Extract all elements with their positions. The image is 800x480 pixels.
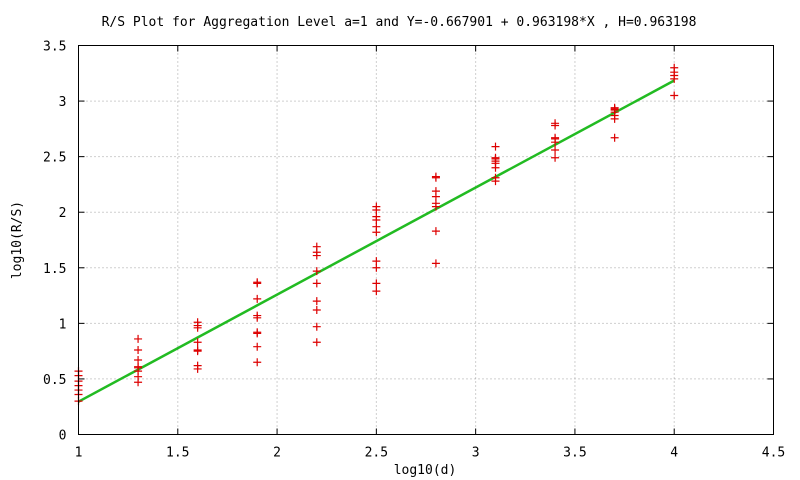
chart-title: R/S Plot for Aggregation Level a=1 and Y… — [102, 15, 697, 30]
data-point-marker — [372, 287, 381, 296]
data-point-marker — [491, 142, 500, 151]
y-tick-label: 2 — [59, 206, 67, 221]
data-point-marker — [372, 263, 381, 272]
data-point-marker — [253, 294, 262, 303]
axis-ticks — [78, 45, 774, 435]
data-point-marker — [134, 362, 143, 371]
data-points — [74, 63, 679, 406]
tick-labels: 1 1.5 2 2.5 3 3.5 4 4.5 0 0.5 1 1.5 2 2.5 3 3.5 — [43, 40, 785, 461]
data-point-marker — [134, 346, 143, 355]
data-point-marker — [670, 91, 679, 100]
data-point-marker — [312, 297, 321, 306]
plot-frame — [78, 45, 774, 435]
data-point-marker — [312, 338, 321, 347]
grid-lines — [78, 45, 774, 435]
data-point-marker — [193, 361, 202, 370]
data-point-marker — [193, 346, 202, 355]
data-point-marker — [551, 133, 560, 142]
data-point-marker — [253, 328, 262, 337]
data-point-marker — [551, 119, 560, 128]
y-tick-label: 1.5 — [43, 262, 66, 277]
data-point-marker — [431, 187, 440, 196]
y-tick-label: 2.5 — [43, 151, 66, 166]
y-tick-label: 0 — [59, 429, 67, 444]
data-point-marker — [253, 278, 262, 287]
data-point-marker — [551, 153, 560, 162]
data-point-marker — [253, 342, 262, 351]
data-point-marker — [312, 242, 321, 251]
x-tick-label: 4 — [670, 446, 678, 461]
regression-fit-line — [77, 79, 675, 403]
data-point-marker — [312, 322, 321, 331]
data-point-marker — [134, 334, 143, 343]
x-tick-label: 2 — [273, 446, 281, 461]
data-point-marker — [253, 311, 262, 320]
x-tick-label: 3.5 — [563, 446, 586, 461]
data-point-marker — [670, 63, 679, 72]
y-tick-label: 3.5 — [43, 40, 66, 55]
data-point-marker — [253, 358, 262, 367]
data-point-marker — [431, 172, 440, 181]
data-point-marker — [551, 145, 560, 154]
data-point-marker — [431, 199, 440, 208]
data-point-marker — [193, 338, 202, 347]
data-point-marker — [431, 259, 440, 268]
data-point-marker — [372, 212, 381, 221]
data-point-marker — [193, 318, 202, 327]
data-point-marker — [610, 133, 619, 142]
x-axis-label: log10(d) — [394, 463, 457, 478]
data-point-marker — [372, 279, 381, 288]
y-tick-label: 0.5 — [43, 373, 66, 388]
data-point-marker — [610, 103, 619, 112]
data-point-marker — [372, 222, 381, 231]
y-axis-label: log10(R/S) — [10, 201, 25, 279]
y-tick-label: 1 — [59, 317, 67, 332]
x-tick-label: 1.5 — [166, 446, 189, 461]
data-point-marker — [372, 202, 381, 211]
fit-line-layer — [77, 79, 675, 403]
data-point-marker — [312, 279, 321, 288]
y-tick-label: 3 — [59, 95, 67, 110]
x-tick-label: 2.5 — [365, 446, 388, 461]
data-point-marker — [134, 356, 143, 365]
data-point-marker — [312, 306, 321, 315]
x-tick-label: 4.5 — [762, 446, 785, 461]
data-point-marker — [431, 227, 440, 236]
x-tick-label: 3 — [472, 446, 480, 461]
data-point-marker — [372, 257, 381, 266]
data-point-marker — [491, 153, 500, 162]
data-point-marker — [491, 173, 500, 182]
data-point-marker — [312, 267, 321, 276]
x-tick-label: 1 — [75, 446, 83, 461]
